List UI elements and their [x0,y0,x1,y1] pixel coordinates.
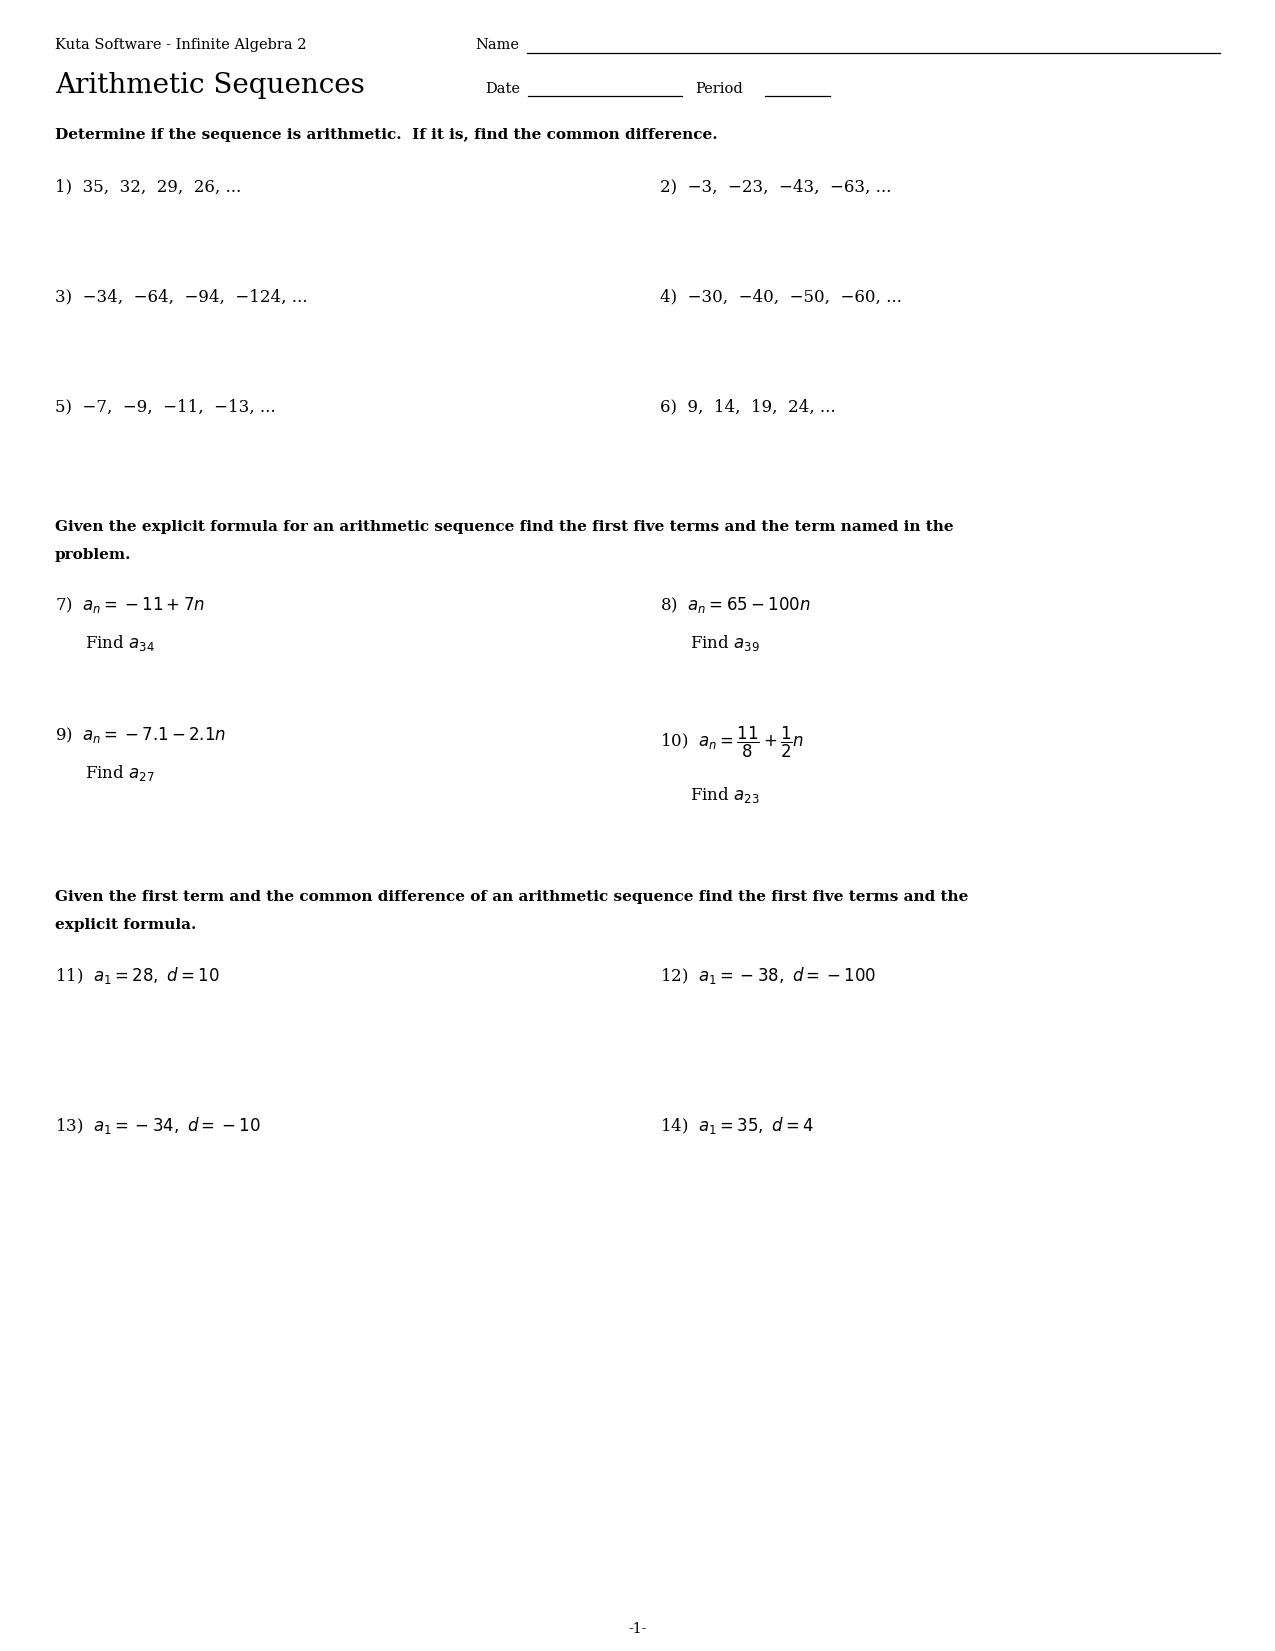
Text: 12)  $a_1 = -38,\  d = -100$: 12) $a_1 = -38,\ d = -100$ [660,964,876,986]
Text: 6)  9,  14,  19,  24, ...: 6) 9, 14, 19, 24, ... [660,398,835,414]
Text: 1)  35,  32,  29,  26, ...: 1) 35, 32, 29, 26, ... [55,178,241,195]
Text: Find $a_{27}$: Find $a_{27}$ [85,763,154,783]
Text: 10)  $a_n = \dfrac{11}{8} + \dfrac{1}{2}n$: 10) $a_n = \dfrac{11}{8} + \dfrac{1}{2}n… [660,725,805,759]
Text: Find $a_{34}$: Find $a_{34}$ [85,632,154,654]
Text: problem.: problem. [55,548,131,561]
Text: -1-: -1- [629,1621,646,1636]
Text: 11)  $a_1 = 28,\  d = 10$: 11) $a_1 = 28,\ d = 10$ [55,964,219,986]
Text: 3)  −34,  −64,  −94,  −124, ...: 3) −34, −64, −94, −124, ... [55,287,307,305]
Text: Determine if the sequence is arithmetic.  If it is, find the common difference.: Determine if the sequence is arithmetic.… [55,129,718,142]
Text: 13)  $a_1 = -34,\  d = -10$: 13) $a_1 = -34,\ d = -10$ [55,1114,260,1136]
Text: explicit formula.: explicit formula. [55,918,196,933]
Text: Name: Name [476,38,519,51]
Text: Date: Date [484,83,520,96]
Text: 7)  $a_n = -11 + 7n$: 7) $a_n = -11 + 7n$ [55,594,205,616]
Text: Period: Period [695,83,743,96]
Text: Given the explicit formula for an arithmetic sequence find the first five terms : Given the explicit formula for an arithm… [55,520,954,533]
Text: 9)  $a_n = -7.1 - 2.1n$: 9) $a_n = -7.1 - 2.1n$ [55,725,226,745]
Text: 4)  −30,  −40,  −50,  −60, ...: 4) −30, −40, −50, −60, ... [660,287,901,305]
Text: Given the first term and the common difference of an arithmetic sequence find th: Given the first term and the common diff… [55,890,969,905]
Text: Find $a_{39}$: Find $a_{39}$ [690,632,760,654]
Text: 5)  −7,  −9,  −11,  −13, ...: 5) −7, −9, −11, −13, ... [55,398,275,414]
Text: Find $a_{23}$: Find $a_{23}$ [690,784,760,806]
Text: 2)  −3,  −23,  −43,  −63, ...: 2) −3, −23, −43, −63, ... [660,178,891,195]
Text: 14)  $a_1 = 35,\  d = 4$: 14) $a_1 = 35,\ d = 4$ [660,1114,815,1136]
Text: Kuta Software - Infinite Algebra 2: Kuta Software - Infinite Algebra 2 [55,38,306,51]
Text: 8)  $a_n = 65 - 100n$: 8) $a_n = 65 - 100n$ [660,594,811,616]
Text: Arithmetic Sequences: Arithmetic Sequences [55,73,365,99]
